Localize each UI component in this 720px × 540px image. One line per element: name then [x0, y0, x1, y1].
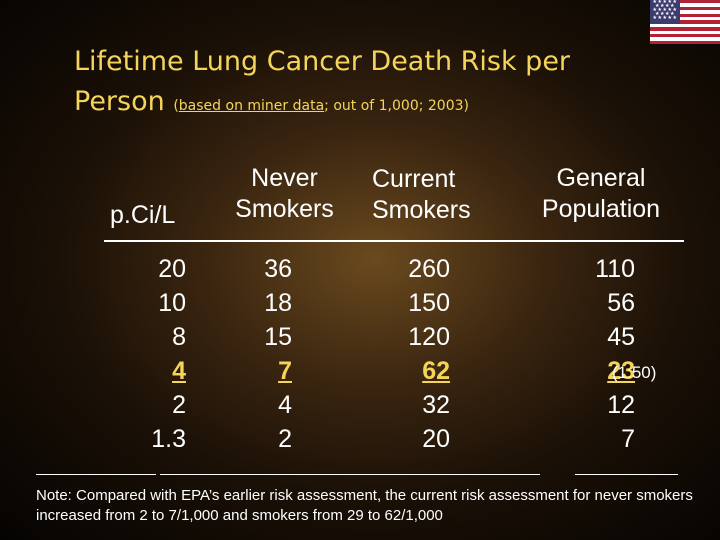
page-title: Lifetime Lung Cancer Death Risk per Pers…	[74, 42, 644, 126]
note-divider	[160, 474, 540, 475]
table-cell: 260	[408, 255, 450, 283]
footnote: Note: Compared with EPA’s earlier risk a…	[36, 487, 693, 524]
header-general-population: General Population	[541, 164, 661, 223]
table-cell: 2	[172, 391, 186, 419]
us-flag-icon: ★★★★★ ★★★★ ★★★★★ ★★★★ ★★★★★	[650, 0, 720, 44]
table-cell: 36	[264, 255, 292, 283]
table-cell: 10	[158, 289, 186, 317]
title-subtitle: (based on miner data; out of 1,000; 2003…	[173, 98, 469, 114]
table-cell: 2	[278, 425, 292, 453]
header-pci: p.Ci/L	[110, 201, 176, 229]
table-cell: 62	[422, 357, 450, 385]
table-cell: 8	[172, 323, 186, 351]
header-current-smokers: Current Smokers	[372, 165, 471, 224]
table-cell: 110	[595, 255, 635, 283]
table-cell: 150	[408, 289, 450, 317]
column-never-smokers: 36 18 15 7 4 2	[222, 252, 292, 456]
table-cell: 7	[621, 425, 635, 453]
header-never-smokers: Never Smokers	[235, 164, 334, 223]
table-cell: 12	[607, 391, 635, 419]
table-cell: 56	[607, 289, 635, 317]
table-cell: 15	[264, 323, 292, 351]
title-main: Lifetime Lung Cancer Death Risk per Pers…	[74, 46, 571, 117]
table-cell: 4	[278, 391, 292, 419]
subtitle-source: based on miner data	[178, 98, 325, 114]
table-cell: 18	[264, 289, 292, 317]
note-divider	[575, 474, 678, 475]
table-cell: 7	[278, 357, 292, 385]
column-general-population: 110 56 45 23 12 7	[540, 252, 635, 456]
note-divider	[36, 474, 156, 475]
table-cell: 45	[607, 323, 635, 351]
risk-ratio-label: (1:50)	[612, 363, 657, 382]
table-cell: 23	[607, 357, 635, 385]
header-divider	[104, 240, 684, 242]
column-pci: 20 10 8 4 2 1.3	[110, 252, 186, 456]
table-cell: 20	[158, 255, 186, 283]
table-cell: 20	[422, 425, 450, 453]
table-cell: 1.3	[151, 425, 186, 453]
table-cell: 120	[408, 323, 450, 351]
column-current-smokers: 260 150 120 62 32 20	[360, 252, 450, 456]
table-cell: 4	[172, 357, 186, 385]
table-cell: 32	[422, 391, 450, 419]
